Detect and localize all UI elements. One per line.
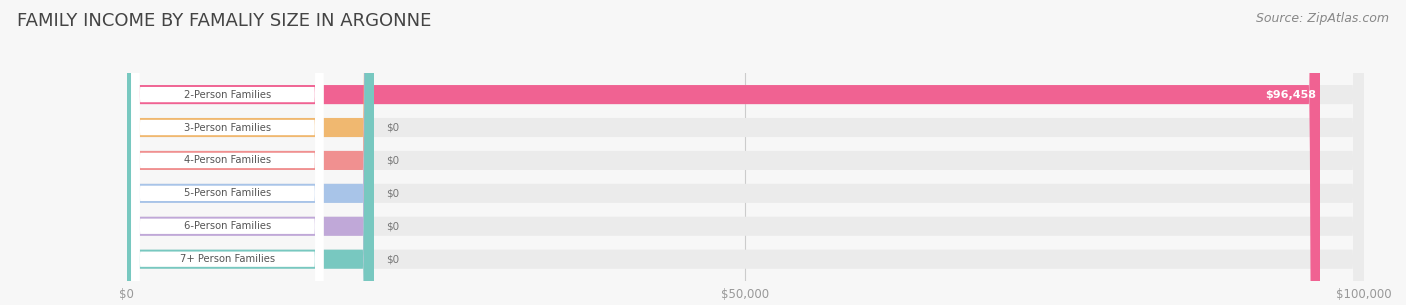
FancyBboxPatch shape (127, 0, 1364, 305)
Text: 5-Person Families: 5-Person Families (184, 188, 271, 198)
FancyBboxPatch shape (132, 0, 323, 305)
FancyBboxPatch shape (132, 0, 323, 305)
Text: Source: ZipAtlas.com: Source: ZipAtlas.com (1256, 12, 1389, 25)
Text: $0: $0 (387, 188, 399, 198)
Text: $0: $0 (387, 123, 399, 132)
FancyBboxPatch shape (127, 0, 1364, 305)
FancyBboxPatch shape (127, 0, 374, 305)
FancyBboxPatch shape (132, 0, 323, 305)
FancyBboxPatch shape (127, 0, 1364, 305)
Text: 3-Person Families: 3-Person Families (184, 123, 271, 132)
Text: 7+ Person Families: 7+ Person Families (180, 254, 276, 264)
Text: 2-Person Families: 2-Person Families (184, 90, 271, 100)
Text: $96,458: $96,458 (1265, 90, 1316, 100)
FancyBboxPatch shape (132, 0, 323, 305)
Text: $0: $0 (387, 221, 399, 231)
Text: 6-Person Families: 6-Person Families (184, 221, 271, 231)
Text: 4-Person Families: 4-Person Families (184, 156, 271, 165)
FancyBboxPatch shape (127, 0, 1364, 305)
FancyBboxPatch shape (127, 0, 374, 305)
FancyBboxPatch shape (127, 0, 1364, 305)
FancyBboxPatch shape (127, 0, 1364, 305)
FancyBboxPatch shape (127, 0, 374, 305)
FancyBboxPatch shape (127, 0, 374, 305)
Text: FAMILY INCOME BY FAMALIY SIZE IN ARGONNE: FAMILY INCOME BY FAMALIY SIZE IN ARGONNE (17, 12, 432, 30)
Text: $0: $0 (387, 156, 399, 165)
FancyBboxPatch shape (132, 0, 323, 305)
FancyBboxPatch shape (132, 0, 323, 305)
FancyBboxPatch shape (127, 0, 374, 305)
Text: $0: $0 (387, 254, 399, 264)
FancyBboxPatch shape (127, 0, 1320, 305)
